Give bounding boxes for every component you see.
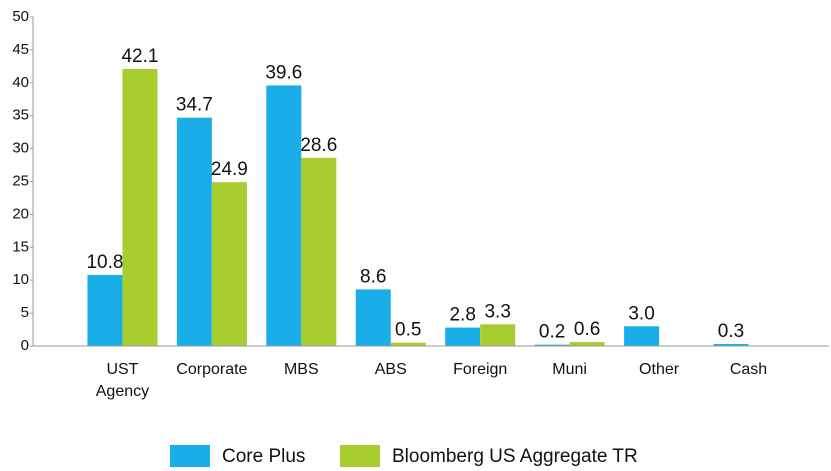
bar	[211, 182, 247, 346]
value-label: 39.6	[265, 62, 302, 83]
value-label: 3.3	[484, 301, 510, 322]
y-tick-label: 30	[12, 140, 29, 157]
y-tick-label: 50	[12, 8, 29, 25]
value-label: 0.6	[574, 319, 600, 340]
value-label: 0.3	[718, 321, 744, 342]
value-label: 0.5	[395, 320, 421, 341]
value-label: 42.1	[121, 46, 158, 67]
value-label: 8.6	[360, 266, 386, 287]
y-tick-label: 5	[21, 304, 29, 321]
legend-label: Bloomberg US Aggregate TR	[392, 446, 638, 467]
legend-label: Core Plus	[222, 446, 305, 467]
y-tick-label: 20	[12, 205, 29, 222]
legend-swatch	[340, 445, 380, 467]
y-tick-label: 40	[12, 74, 29, 91]
y-tick-label: 45	[12, 41, 29, 58]
bar	[390, 342, 426, 346]
bar	[624, 326, 660, 346]
y-tick-label: 0	[21, 337, 29, 354]
value-label: 0.2	[539, 322, 565, 343]
x-tick-label: Corporate	[176, 361, 247, 378]
x-tick-label: MBS	[284, 361, 319, 378]
y-tick-label: 10	[12, 271, 29, 288]
x-tick-label: Muni	[552, 361, 587, 378]
bar	[176, 117, 212, 346]
x-tick-label: Cash	[730, 361, 767, 378]
value-label: 34.7	[176, 95, 213, 116]
bar	[713, 344, 749, 346]
y-tick-label: 15	[12, 238, 29, 255]
bar	[122, 68, 158, 347]
x-tick-label: UST Agency	[96, 361, 149, 400]
bar	[445, 327, 481, 346]
bar	[355, 289, 391, 346]
value-label: 28.6	[300, 135, 337, 156]
value-label: 3.0	[628, 303, 654, 324]
value-label: 24.9	[211, 159, 248, 180]
bar	[266, 85, 302, 346]
y-tick-label: 35	[12, 107, 29, 124]
bar	[534, 344, 570, 346]
y-tick-label: 25	[12, 172, 29, 189]
x-tick-label: Foreign	[453, 361, 507, 378]
bar	[87, 274, 123, 346]
value-label: 10.8	[86, 252, 123, 273]
bar	[569, 342, 605, 346]
legend-swatch	[170, 445, 210, 467]
x-tick-label: ABS	[375, 361, 407, 378]
value-label: 2.8	[449, 305, 475, 326]
bar	[301, 157, 337, 346]
x-tick-label: Other	[639, 361, 680, 378]
bar	[480, 324, 516, 346]
